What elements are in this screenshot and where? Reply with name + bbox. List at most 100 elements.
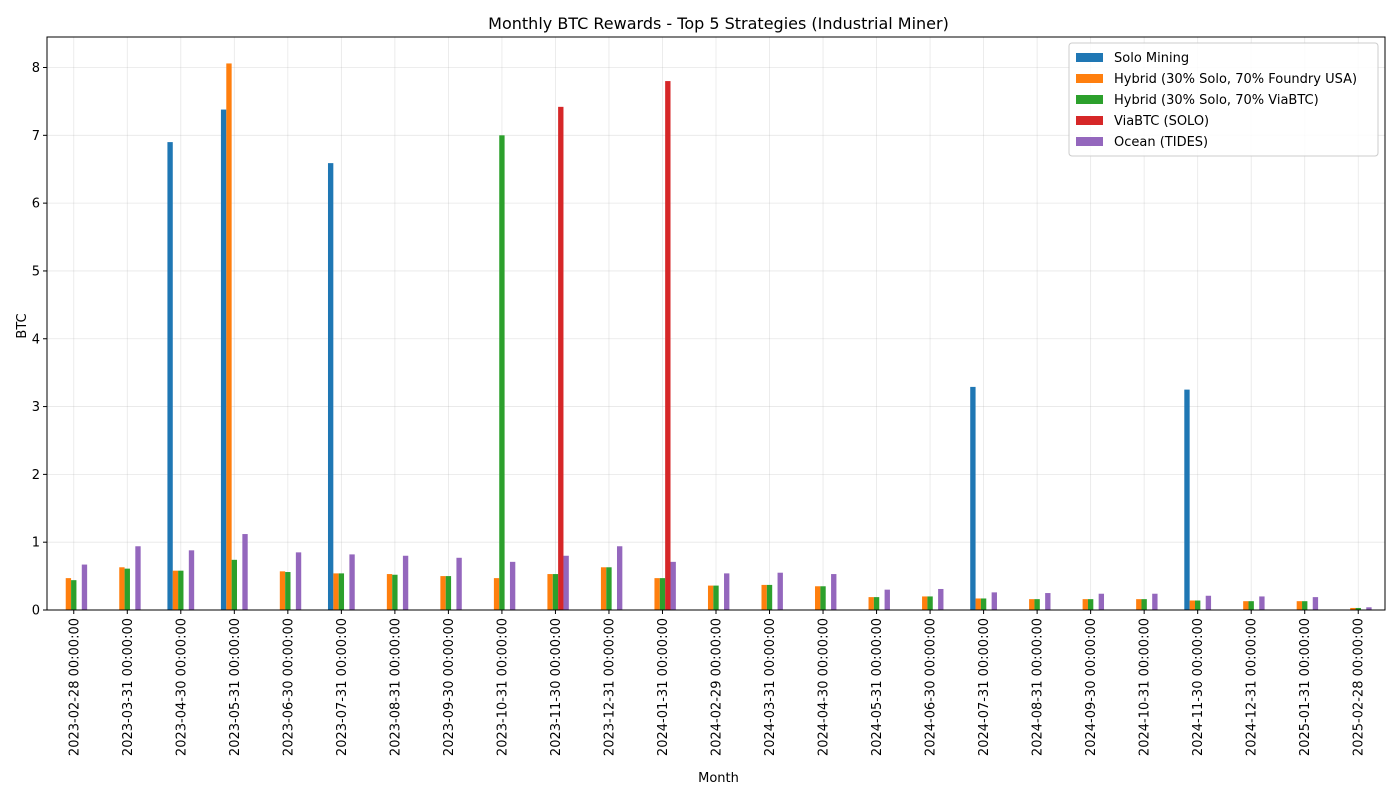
- bar: [71, 580, 77, 610]
- y-axis-label: BTC: [15, 313, 30, 338]
- x-tick-label: 2023-09-30 00:00:00: [442, 618, 457, 756]
- x-tick-label: 2024-10-31 00:00:00: [1138, 618, 1153, 756]
- bar: [1045, 593, 1051, 610]
- x-tick-label: 2024-08-31 00:00:00: [1031, 618, 1046, 756]
- bar: [172, 570, 179, 610]
- bar: [606, 567, 612, 610]
- ticks-layer: 0 1 2 3 4 5 6 7 8 2023-02-28 00:00:00 2023-03-31 0…: [32, 61, 1367, 756]
- bar: [456, 557, 462, 610]
- bar: [975, 598, 981, 610]
- bar: [327, 163, 334, 610]
- bar: [616, 546, 623, 610]
- bar: [927, 596, 933, 610]
- bar: [392, 574, 398, 610]
- bar: [766, 584, 773, 610]
- legend-entry: ViaBTC (SOLO): [1114, 114, 1209, 129]
- bar: [777, 572, 783, 610]
- bar: [440, 576, 446, 610]
- bar: [707, 585, 714, 610]
- bar: [1248, 601, 1254, 610]
- bar: [654, 578, 660, 610]
- bar: [820, 586, 826, 610]
- bar: [884, 589, 890, 610]
- bar: [333, 573, 339, 610]
- bar: [285, 572, 291, 610]
- x-tick-label: 2023-12-31 00:00:00: [602, 618, 617, 756]
- bar: [922, 596, 928, 610]
- bar: [547, 574, 553, 610]
- x-tick-label: 2024-12-31 00:00:00: [1245, 618, 1260, 756]
- bar: [1312, 597, 1319, 610]
- bar: [1184, 389, 1190, 610]
- bar: [1152, 593, 1158, 610]
- bar: [868, 597, 874, 610]
- bar: [499, 135, 505, 610]
- bar: [1355, 607, 1361, 610]
- x-tick-label: 2023-07-31 00:00:00: [335, 618, 350, 756]
- legend: Solo Mining Hybrid (30% Solo, 70% Foundry…: [1068, 42, 1379, 157]
- bar: [279, 571, 286, 610]
- legend-swatch: [1076, 137, 1103, 146]
- bar: [402, 555, 409, 610]
- x-tick-label: 2024-09-30 00:00:00: [1084, 618, 1099, 756]
- x-tick-label: 2024-01-31 00:00:00: [656, 618, 671, 756]
- y-tick-label: 8: [32, 61, 40, 76]
- bar: [1296, 601, 1303, 610]
- bar: [220, 109, 227, 610]
- bar: [552, 574, 559, 610]
- x-tick-label: 2024-06-30 00:00:00: [924, 618, 939, 756]
- x-tick-label: 2023-04-30 00:00:00: [174, 618, 189, 756]
- legend-entry: Hybrid (30% Solo, 70% ViaBTC): [1114, 93, 1319, 108]
- bar: [670, 561, 676, 610]
- bar: [493, 578, 500, 610]
- bar: [665, 81, 671, 611]
- y-tick-label: 6: [32, 197, 40, 212]
- chart-title: Monthly BTC Rewards - Top 5 Strategies (…: [488, 14, 949, 33]
- legend-entry: Ocean (TIDES): [1114, 135, 1208, 150]
- x-tick-label: 2023-03-31 00:00:00: [121, 618, 136, 756]
- x-tick-label: 2023-11-30 00:00:00: [549, 618, 564, 756]
- x-axis-label: Month: [698, 771, 739, 786]
- legend-swatch: [1076, 53, 1103, 62]
- bar: [349, 554, 355, 610]
- bar: [1205, 595, 1212, 610]
- bar: [135, 546, 141, 610]
- x-tick-label: 2024-05-31 00:00:00: [870, 618, 885, 756]
- bar: [659, 578, 666, 610]
- bar: [1350, 607, 1356, 610]
- bar: [761, 584, 767, 610]
- bar: [445, 576, 452, 610]
- y-tick-label: 0: [32, 604, 40, 619]
- bar: [724, 573, 730, 610]
- bar: [295, 552, 302, 610]
- y-tick-label: 4: [32, 332, 40, 347]
- x-tick-label: 2024-03-31 00:00:00: [763, 618, 778, 756]
- bar: [1366, 607, 1372, 610]
- bar: [1141, 599, 1147, 610]
- legend-swatch: [1076, 116, 1103, 125]
- bar: [980, 598, 987, 610]
- bar: [1029, 599, 1035, 610]
- bar: [124, 568, 130, 610]
- bar: [188, 550, 195, 610]
- x-tick-label: 2023-05-31 00:00:00: [228, 618, 243, 756]
- bar: [119, 567, 125, 610]
- bar: [167, 142, 173, 610]
- y-tick-label: 3: [32, 400, 40, 415]
- x-tick-label: 2024-07-31 00:00:00: [977, 618, 992, 756]
- bar: [242, 534, 248, 610]
- x-tick-label: 2024-11-30 00:00:00: [1191, 618, 1206, 756]
- bar: [1189, 600, 1196, 610]
- bar: [1082, 599, 1088, 610]
- bar: [1195, 600, 1201, 610]
- bar: [815, 586, 821, 610]
- legend-swatch: [1076, 95, 1103, 104]
- y-tick-label: 1: [32, 536, 40, 551]
- bar: [1243, 601, 1249, 610]
- bar: [1259, 596, 1265, 610]
- bars-layer: [65, 63, 1372, 611]
- x-tick-label: 2024-04-30 00:00:00: [817, 618, 832, 756]
- bar: [226, 63, 232, 610]
- bar: [178, 570, 184, 610]
